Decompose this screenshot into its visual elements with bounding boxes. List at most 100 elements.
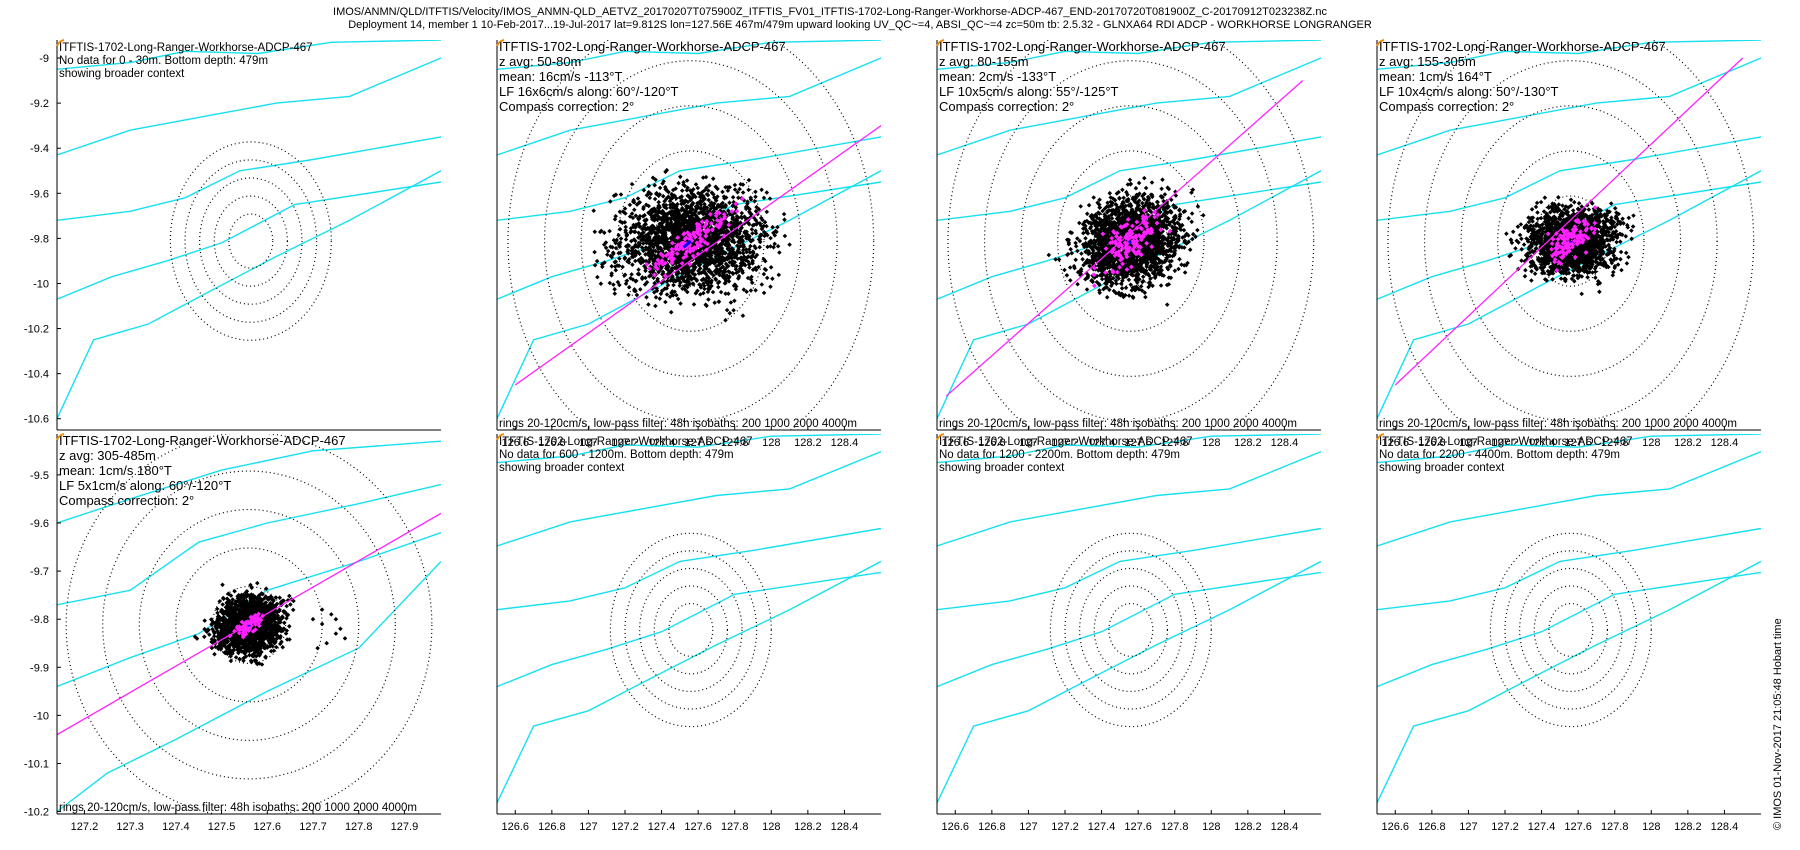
raw-point (618, 236, 624, 241)
raw-point (634, 292, 640, 298)
raw-point (1091, 195, 1096, 200)
y-tick-label: -9.4 (30, 143, 49, 155)
raw-point (1064, 237, 1070, 243)
raw-point (753, 189, 758, 195)
raw-point (1168, 209, 1173, 215)
raw-point (1158, 283, 1164, 288)
raw-point (611, 282, 616, 287)
raw-point (1080, 257, 1085, 262)
raw-point (1152, 275, 1158, 281)
raw-point (1132, 257, 1137, 263)
raw-point (626, 257, 632, 262)
raw-point (650, 268, 656, 273)
raw-point (717, 272, 722, 278)
raw-point (705, 279, 711, 284)
lowpass-point (682, 236, 688, 242)
raw-point (1125, 182, 1131, 187)
raw-point (1177, 214, 1183, 219)
isobath-line-4 (937, 181, 1321, 300)
raw-point (1195, 227, 1200, 233)
raw-point (1186, 216, 1191, 221)
raw-point (690, 281, 696, 286)
raw-point (1120, 275, 1126, 281)
raw-point (1097, 220, 1103, 225)
raw-point (725, 264, 730, 269)
raw-point (612, 291, 618, 296)
raw-point (747, 265, 752, 270)
raw-point (753, 194, 758, 200)
raw-point (1165, 241, 1171, 247)
raw-point (1532, 271, 1538, 276)
raw-point (617, 256, 622, 261)
raw-point (1114, 281, 1119, 286)
raw-point (638, 287, 643, 292)
raw-point (1166, 204, 1171, 209)
raw-point (1109, 216, 1115, 221)
raw-point (732, 298, 737, 304)
raw-point (765, 244, 770, 250)
raw-point (768, 235, 773, 241)
raw-point (682, 287, 688, 292)
raw-point (750, 261, 755, 266)
raw-point (1134, 206, 1139, 211)
raw-point (1160, 177, 1165, 182)
raw-point (772, 241, 777, 247)
raw-point (1126, 203, 1131, 208)
raw-point (728, 300, 734, 305)
raw-point (759, 282, 765, 287)
raw-point (1112, 210, 1117, 216)
raw-point (655, 276, 660, 282)
raw-point (627, 202, 633, 208)
raw-point (1159, 186, 1164, 192)
raw-point (1630, 224, 1636, 229)
raw-point (726, 269, 731, 274)
raw-point (657, 185, 663, 191)
raw-point (1108, 263, 1114, 269)
raw-point (1083, 249, 1088, 255)
raw-point (1163, 216, 1169, 221)
raw-point (1053, 257, 1058, 262)
y-tick-label: -9.2 (30, 98, 49, 110)
raw-point (668, 278, 673, 283)
raw-point (727, 310, 733, 316)
raw-point (730, 195, 736, 200)
raw-point (616, 232, 621, 238)
raw-point (1164, 302, 1170, 307)
raw-point (1127, 177, 1133, 183)
raw-point (1152, 246, 1157, 252)
raw-point (592, 262, 598, 268)
raw-point (1184, 241, 1189, 246)
raw-point (633, 279, 638, 284)
raw-point (1149, 252, 1155, 258)
raw-point (1138, 284, 1144, 289)
raw-point (744, 289, 749, 294)
raw-point (674, 272, 679, 277)
raw-point (1161, 212, 1166, 217)
raw-point (1081, 230, 1086, 236)
raw-point (711, 273, 716, 278)
isobath-line-3 (497, 136, 881, 221)
raw-point (665, 278, 670, 284)
raw-point (1108, 199, 1113, 205)
raw-point (616, 263, 622, 269)
raw-point (624, 278, 630, 284)
raw-point (1144, 264, 1149, 270)
raw-point (1120, 217, 1125, 223)
raw-point (1075, 248, 1080, 254)
raw-point (598, 281, 604, 286)
raw-point (1101, 263, 1106, 268)
raw-point (629, 181, 635, 187)
raw-point (1141, 196, 1147, 202)
raw-point (698, 270, 704, 276)
raw-point (746, 177, 752, 183)
raw-point (592, 249, 597, 255)
x-tick-label: 126.6 (942, 437, 970, 449)
raw-point (1085, 231, 1091, 236)
raw-point (678, 174, 683, 180)
panel-annotation: mean: 16cm/s -113°T (499, 69, 623, 84)
raw-point (764, 275, 770, 281)
x-tick-label: 126.8 (538, 437, 566, 449)
raw-point (732, 182, 738, 188)
raw-point (1138, 209, 1143, 214)
